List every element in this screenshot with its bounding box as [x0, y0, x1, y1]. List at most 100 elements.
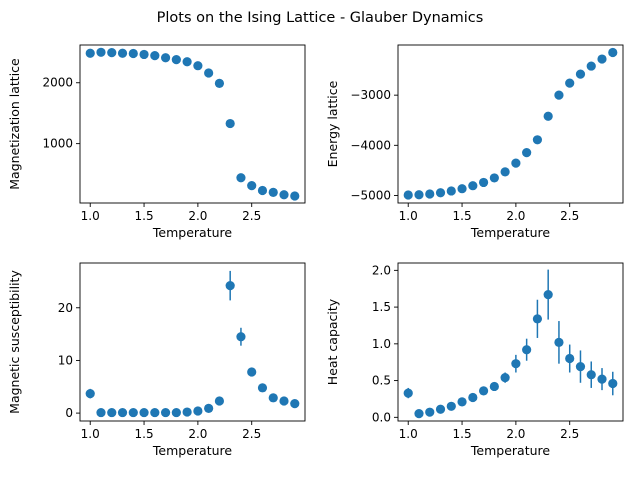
susceptibility-point — [268, 393, 278, 403]
heat-capacity-point — [457, 397, 467, 407]
heat-capacity-point — [575, 362, 586, 372]
susceptibility-y-tick-label: 0 — [65, 406, 73, 420]
heat-capacity-point — [543, 290, 553, 300]
energy-point — [403, 190, 413, 200]
magnetization-point — [150, 51, 160, 61]
susceptibility-point — [257, 383, 268, 393]
subplot-heat-capacity: 1.0 1.5 2.0 2.5 0.0 0.5 1.0 1.5 2.0 Temperature He… — [325, 262, 624, 458]
energy-point — [468, 181, 478, 191]
energy-point — [565, 78, 575, 88]
energy-point — [446, 186, 456, 196]
magnetization-y-tick-label: 2000 — [42, 76, 73, 90]
energy-point — [575, 69, 586, 79]
heat-capacity-point — [403, 388, 413, 398]
energy-axes-frame — [397, 44, 624, 204]
susceptibility-point — [96, 407, 106, 418]
susceptibility-x-tick-label: 1.0 — [81, 427, 100, 441]
susceptibility-point — [160, 407, 171, 418]
heat-capacity-x-tick-label: 2.0 — [506, 427, 525, 441]
susceptibility-y-axis-label: Magnetic susceptibility — [7, 270, 22, 414]
susceptibility-point — [128, 407, 138, 418]
magnetization-point — [247, 181, 257, 191]
susceptibility-y-tick-label: 20 — [58, 301, 73, 315]
heat-capacity-axes-frame — [397, 262, 624, 422]
heat-capacity-y-axis-label: Heat capacity — [325, 298, 340, 385]
magnetization-point — [214, 78, 225, 88]
energy-y-tick-label: −5000 — [350, 188, 391, 202]
heat-capacity-point — [435, 404, 446, 414]
energy-point — [554, 90, 564, 100]
magnetization-point — [96, 47, 106, 57]
energy-x-tick-label: 1.5 — [453, 209, 472, 223]
heat-capacity-point — [489, 381, 499, 392]
magnetization-point — [85, 48, 95, 58]
magnetization-x-tick-label: 2.5 — [242, 209, 261, 223]
susceptibility-x-axis-label: Temperature — [152, 443, 232, 458]
energy-point — [457, 184, 467, 194]
energy-point — [489, 173, 499, 183]
subplot-susceptibility: 1.0 1.5 2.0 2.5 0 10 20 Temperature Magnetic sus… — [7, 262, 306, 458]
magnetization-point — [128, 48, 138, 59]
energy-point — [608, 47, 618, 58]
heat-capacity-point — [414, 409, 424, 419]
susceptibility-point — [247, 367, 257, 377]
magnetization-point — [117, 48, 128, 58]
magnetization-point — [204, 68, 214, 78]
heat-capacity-point — [478, 386, 489, 396]
magnetization-point — [257, 185, 268, 196]
figure-title: Plots on the Ising Lattice - Glauber Dyn… — [157, 10, 484, 26]
heat-capacity-y-tick-label: 0.0 — [372, 410, 391, 424]
heat-capacity-point — [425, 407, 435, 417]
susceptibility-point — [139, 407, 149, 418]
heat-capacity-point — [532, 314, 543, 324]
magnetization-point — [268, 187, 278, 197]
susceptibility-point — [236, 332, 246, 342]
magnetization-point — [225, 118, 235, 129]
magnetization-point — [139, 49, 149, 60]
magnetization-point — [290, 191, 300, 201]
magnetization-point — [279, 190, 289, 200]
heat-capacity-x-tick-label: 1.0 — [399, 427, 418, 441]
energy-x-tick-label: 1.0 — [399, 209, 418, 223]
magnetization-x-axis-label: Temperature — [152, 225, 232, 240]
susceptibility-point — [193, 406, 203, 416]
energy-x-tick-label: 2.0 — [506, 209, 525, 223]
magnetization-point — [171, 55, 181, 65]
magnetization-point — [236, 173, 246, 183]
susceptibility-point — [204, 403, 214, 413]
magnetization-point — [193, 61, 203, 71]
susceptibility-y-tick-label: 10 — [58, 353, 73, 367]
magnetization-y-axis-label: Magnetization lattice — [7, 58, 22, 190]
susceptibility-point — [150, 407, 160, 418]
heat-capacity-y-tick-label: 1.5 — [372, 300, 391, 314]
susceptibility-point — [279, 396, 289, 406]
susceptibility-x-tick-label: 2.0 — [188, 427, 207, 441]
magnetization-point — [107, 48, 117, 58]
energy-point — [522, 147, 532, 158]
heat-capacity-y-tick-label: 1.0 — [372, 337, 391, 351]
energy-x-axis-label: Temperature — [470, 225, 550, 240]
energy-y-tick-label: −4000 — [350, 138, 391, 152]
magnetization-x-tick-label: 1.0 — [81, 209, 100, 223]
energy-y-axis-label: Energy lattice — [325, 80, 340, 167]
heat-capacity-point — [522, 345, 532, 355]
heat-capacity-point — [597, 374, 607, 384]
energy-y-tick-label: −3000 — [350, 88, 391, 102]
subplots: 1.0 1.5 2.0 2.5 1000 2000 Temperature Magnetiza… — [7, 44, 624, 458]
energy-point — [511, 158, 521, 168]
heat-capacity-x-tick-label: 1.5 — [453, 427, 472, 441]
susceptibility-point — [225, 281, 235, 291]
magnetization-x-tick-label: 1.5 — [135, 209, 154, 223]
heat-capacity-y-tick-label: 2.0 — [372, 263, 391, 277]
energy-point — [500, 167, 510, 177]
heat-capacity-point — [468, 392, 478, 403]
heat-capacity-point — [554, 337, 564, 347]
susceptibility-point — [171, 407, 181, 418]
heat-capacity-point — [608, 378, 618, 389]
magnetization-point — [160, 53, 171, 63]
energy-x-tick-label: 2.5 — [560, 209, 579, 223]
energy-point — [597, 54, 607, 64]
energy-point — [414, 190, 424, 200]
energy-point — [425, 189, 435, 199]
